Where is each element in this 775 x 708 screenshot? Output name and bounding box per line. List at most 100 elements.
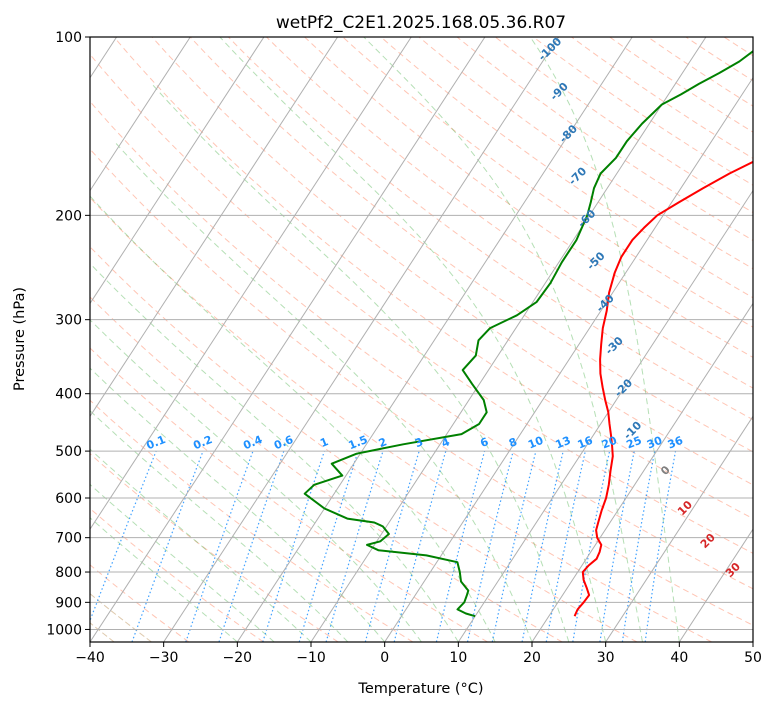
dry-adiabat-line	[723, 37, 753, 57]
isotherm-line	[752, 641, 753, 642]
axes: −40 −30 −20 −10 0 10 20 30 40 50 100 200 300 400 500 60…	[46, 30, 762, 666]
dry-adiabat-line	[90, 53, 753, 554]
moist-adiabat-line	[90, 367, 386, 642]
temperature-profile-line	[573, 160, 753, 617]
dry-adiabat-line	[342, 37, 753, 328]
dry-adiabat-line	[189, 37, 753, 453]
dry-adiabat-label: -80	[557, 122, 580, 145]
dry-adiabat-line	[90, 564, 190, 642]
x-tick-label: −10	[296, 650, 326, 666]
outer-adiabat-line	[0, 37, 2, 642]
mixing-ratio-label: 4	[440, 435, 452, 450]
isotherm-line	[90, 37, 339, 418]
mixing-ratio-label: 2	[377, 435, 389, 450]
chart-title: wetPf2_C2E1.2025.168.05.36.R07	[276, 13, 566, 33]
dry-adiabat-line	[533, 37, 753, 186]
dry-adiabat-line	[418, 37, 753, 270]
y-tick-label: 400	[55, 387, 82, 403]
mixing-ratio-line	[621, 450, 656, 642]
moist-adiabat-line	[90, 195, 496, 642]
plot-area	[0, 37, 775, 642]
dry-adiabat-line	[90, 399, 414, 642]
dry-adiabat-line	[266, 37, 753, 389]
x-tick-label: 30	[597, 650, 615, 666]
dry-adiabat-line	[571, 37, 753, 160]
x-tick-label: 50	[744, 650, 762, 666]
dry-adiabat-line	[90, 347, 488, 642]
dry-adiabat-line	[90, 100, 753, 590]
dry-adiabat-label: 30	[723, 560, 743, 580]
mixing-ratio-line	[435, 450, 486, 642]
isotherm-line	[236, 37, 633, 642]
isotherm-line	[90, 37, 486, 642]
mixing-ratio-label: 1.5	[347, 433, 370, 452]
moist-adiabat-line	[151, 83, 570, 642]
y-tick-label: 1000	[46, 622, 82, 638]
moist-adiabat-line	[90, 319, 422, 642]
dewpoint-profile-line	[303, 49, 753, 618]
moist-adiabat-line	[90, 483, 275, 642]
mixing-ratio-label: 0.4	[241, 433, 264, 452]
dry-adiabat-line	[90, 296, 563, 642]
y-tick-label: 700	[55, 531, 82, 547]
y-tick-label: 900	[55, 595, 82, 611]
x-tick-label: −40	[75, 650, 105, 666]
mixing-ratio-line	[325, 450, 384, 642]
dry-adiabat-line	[90, 453, 339, 642]
y-tick-label: 300	[55, 313, 82, 329]
dry-adiabat-line	[90, 246, 638, 642]
plot-labels: -100-90-80-70-60-50-40-30-20-10010203040…	[144, 35, 770, 606]
dry-adiabat-line	[113, 37, 753, 520]
moist-adiabat-line	[90, 517, 238, 642]
dry-adiabat-label: -60	[575, 207, 598, 230]
x-tick-label: 20	[523, 650, 541, 666]
dry-adiabat-line	[609, 37, 753, 133]
mixing-ratio-label: 16	[576, 434, 595, 452]
dry-adiabat-label: -40	[594, 291, 617, 314]
mixing-ratio-label: 3	[413, 435, 425, 450]
isotherm-line	[457, 189, 753, 642]
isotherm-line	[678, 528, 753, 642]
isotherm-line	[605, 415, 753, 642]
moist-adiabat-line	[529, 37, 680, 642]
dry-adiabat-line	[762, 37, 775, 642]
x-tick-label: 0	[380, 650, 389, 666]
mixing-ratio-label: 1	[318, 435, 330, 450]
mixing-ratio-line	[545, 450, 586, 642]
dry-adiabat-line	[685, 37, 753, 82]
mixing-ratio-line	[185, 450, 254, 642]
x-tick-label: 40	[670, 650, 688, 666]
isotherm-line	[531, 302, 753, 642]
isotherm-line	[90, 37, 191, 192]
dry-adiabat-label: -70	[566, 164, 589, 187]
dry-adiabat-line	[90, 196, 712, 642]
mixing-ratio-label: 36	[666, 434, 685, 452]
moist-adiabat-line	[90, 410, 349, 642]
moist-adiabat-line	[90, 448, 312, 642]
x-axis-label: Temperature (°C)	[357, 681, 483, 697]
dry-adiabat-label: -100	[536, 35, 565, 64]
mixing-ratio-line	[466, 450, 514, 642]
mixing-ratio-line	[521, 450, 564, 642]
mixing-ratio-label: 25	[625, 434, 644, 452]
dry-adiabat-label: 40	[750, 586, 770, 606]
mixing-ratio-label: 13	[553, 434, 572, 452]
isotherm-line	[310, 37, 707, 642]
mixing-ratio-line	[262, 450, 325, 642]
isotherm-line	[90, 37, 412, 531]
isotherm-line	[384, 76, 753, 642]
dry-adiabat-line	[90, 507, 264, 642]
x-tick-label: −20	[223, 650, 253, 666]
dry-adiabat-line	[456, 37, 753, 241]
x-tick-label: −30	[149, 650, 179, 666]
isotherm-line	[163, 37, 560, 642]
mixing-ratio-line	[90, 450, 157, 623]
plot-frame	[89, 36, 754, 643]
dry-adiabat-label: -50	[584, 249, 607, 272]
moist-adiabat-line	[113, 140, 533, 642]
y-tick-label: 500	[55, 444, 82, 460]
y-tick-label: 800	[55, 565, 82, 581]
y-tick-label: 100	[55, 30, 82, 46]
mixing-ratio-label: 20	[600, 434, 619, 452]
